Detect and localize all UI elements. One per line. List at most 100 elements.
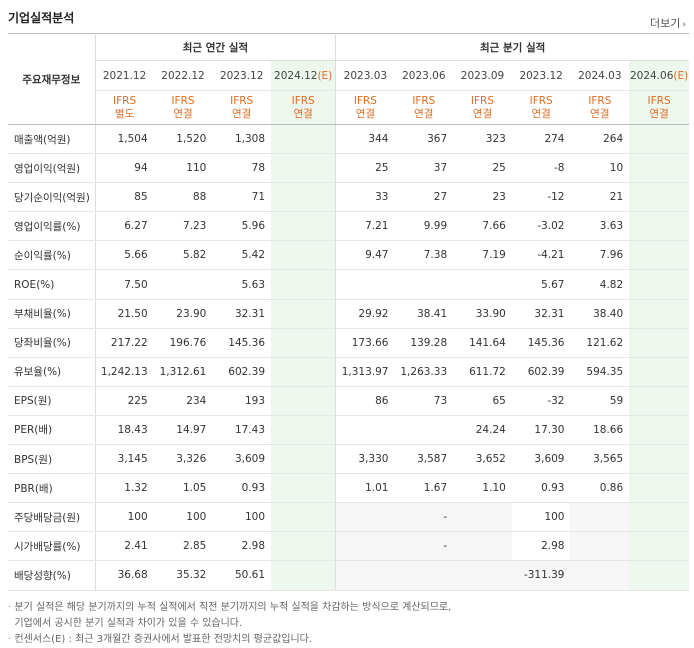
table-cell <box>271 153 337 184</box>
period-header: 2024.06(E) <box>629 60 689 91</box>
table-cell <box>335 269 395 300</box>
table-cell: 3,652 <box>453 444 512 475</box>
table-cell: 5.67 <box>511 269 571 300</box>
table-cell: 1,313.97 <box>335 357 395 387</box>
table-cell: 1,308 <box>212 124 272 155</box>
table-cell: - <box>394 502 454 533</box>
table-row: 부채비율(%) 21.50 23.90 32.31 29.92 38.41 33.90 32.… <box>8 299 689 329</box>
table-cell <box>629 473 689 504</box>
financial-table: 주요재무정보 최근 연간 실적 최근 분기 실적 2021.12 2022.12 2… <box>8 33 689 591</box>
table-row: PBR(배) 1.32 1.05 0.93 1.01 1.67 1.10 0.93 0.86 <box>8 473 689 504</box>
table-cell <box>271 357 337 387</box>
footnote-1: · 분기 실적은 해당 분기까지의 누적 실적에서 직전 분기까지의 누적 실적… <box>8 602 452 613</box>
table-cell <box>271 240 337 271</box>
row-label: 배당성향(%) <box>8 560 96 591</box>
table-cell: 1,242.13 <box>95 357 154 387</box>
table-cell <box>629 415 689 446</box>
table-cell: 25 <box>453 153 512 184</box>
section-title: 기업실적분석 <box>8 11 75 25</box>
table-cell: -8 <box>511 153 571 184</box>
table-cell: 7.38 <box>394 240 454 271</box>
table-cell <box>271 531 337 562</box>
table-cell: 594.35 <box>570 357 630 387</box>
table-cell: 10 <box>570 153 630 184</box>
table-cell <box>453 502 512 533</box>
table-row: 영업이익률(%) 6.27 7.23 5.96 7.21 9.99 7.66 -3.02 3.6… <box>8 211 689 242</box>
table-row: ROE(%) 7.50 5.63 5.67 4.82 <box>8 269 689 300</box>
table-cell <box>335 560 395 591</box>
table-cell <box>153 269 213 300</box>
table-cell <box>335 502 395 533</box>
table-cell: -32 <box>511 386 571 416</box>
period-header: 2023.03 <box>335 60 395 91</box>
table-cell: 78 <box>212 153 272 184</box>
table-cell <box>335 415 395 446</box>
row-label: 당좌비율(%) <box>8 328 96 358</box>
row-label: BPS(원) <box>8 444 96 475</box>
table-cell: 0.93 <box>212 473 272 504</box>
row-label: 매출액(억원) <box>8 124 96 155</box>
table-cell: 38.40 <box>570 299 630 329</box>
table-cell: 7.23 <box>153 211 213 242</box>
table-cell <box>629 386 689 416</box>
table-cell: 7.96 <box>570 240 630 271</box>
footnotes: · 분기 실적은 해당 분기까지의 누적 실적에서 직전 분기까지의 누적 실적… <box>8 600 451 648</box>
table-cell: - <box>394 531 454 562</box>
table-cell <box>271 299 337 329</box>
table-cell: 3,609 <box>511 444 571 475</box>
table-cell <box>394 560 454 591</box>
report-type-header: IFRS 연결 <box>394 90 454 125</box>
table-row: 당좌비율(%) 217.22 196.76 145.36 173.66 139.28 141… <box>8 328 689 358</box>
table-row: 매출액(억원) 1,504 1,520 1,308 344 367 323 274 264 <box>8 124 689 155</box>
table-cell: 18.66 <box>570 415 630 446</box>
table-cell: 50.61 <box>212 560 272 591</box>
table-cell: 3,587 <box>394 444 454 475</box>
table-row: PER(배) 18.43 14.97 17.43 24.24 17.30 18.66 <box>8 415 689 446</box>
table-cell: -4.21 <box>511 240 571 271</box>
footnote-3: · 컨센서스(E) : 최근 3개월간 증권사에서 발표한 전망치의 평균값입니… <box>8 634 313 645</box>
table-cell: 36.68 <box>95 560 154 591</box>
row-label: 영업이익(억원) <box>8 153 96 184</box>
report-type-header: IFRS 연결 <box>570 90 630 125</box>
table-cell: 367 <box>394 124 454 155</box>
table-cell: 21.50 <box>95 299 154 329</box>
table-cell: 7.19 <box>453 240 512 271</box>
table-cell: 32.31 <box>511 299 571 329</box>
more-link[interactable]: 더보기 › <box>650 15 686 31</box>
table-cell <box>271 560 337 591</box>
table-cell: 14.97 <box>153 415 213 446</box>
table-cell: 7.50 <box>95 269 154 300</box>
table-cell: 3,330 <box>335 444 395 475</box>
table-cell: 110 <box>153 153 213 184</box>
table-cell: 2.98 <box>511 531 571 562</box>
row-label: 주당배당금(원) <box>8 502 96 533</box>
table-cell <box>453 531 512 562</box>
table-cell: 1,263.33 <box>394 357 454 387</box>
table-row: EPS(원) 225 234 193 86 73 65 -32 59 <box>8 386 689 416</box>
table-cell: 121.62 <box>570 328 630 358</box>
table-cell: 9.99 <box>394 211 454 242</box>
row-label: ROE(%) <box>8 269 96 300</box>
table-cell: 94 <box>95 153 154 184</box>
table-cell: 1,520 <box>153 124 213 155</box>
table-cell: 23 <box>453 182 512 213</box>
table-cell: 3.63 <box>570 211 630 242</box>
table-cell: 344 <box>335 124 395 155</box>
table-cell: 73 <box>394 386 454 416</box>
table-cell: 323 <box>453 124 512 155</box>
table-cell <box>629 153 689 184</box>
table-cell: 86 <box>335 386 395 416</box>
table-cell: 59 <box>570 386 630 416</box>
table-cell: 139.28 <box>394 328 454 358</box>
row-label: 당기순이익(억원) <box>8 182 96 213</box>
report-type-header: IFRS 별도 <box>95 90 154 125</box>
table-cell: 71 <box>212 182 272 213</box>
table-cell <box>271 386 337 416</box>
table-cell: 23.90 <box>153 299 213 329</box>
table-cell: 35.32 <box>153 560 213 591</box>
more-label: 더보기 <box>650 17 681 30</box>
table-cell: 85 <box>95 182 154 213</box>
table-row: 영업이익(억원) 94 110 78 25 37 25 -8 10 <box>8 153 689 184</box>
table-cell <box>271 211 337 242</box>
report-type-header: IFRS 연결 <box>212 90 272 125</box>
